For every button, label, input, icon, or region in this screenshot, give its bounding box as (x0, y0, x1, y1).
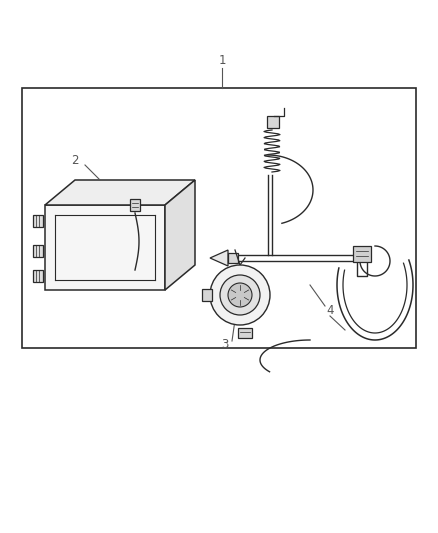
Bar (130, 199, 140, 211)
Text: 1: 1 (218, 53, 226, 67)
Bar (267, 116, 279, 128)
Bar (353, 246, 371, 262)
Bar (33, 215, 43, 227)
Bar (33, 270, 43, 282)
Text: 4: 4 (326, 303, 334, 317)
Polygon shape (210, 250, 228, 266)
Bar (238, 328, 252, 338)
Bar (33, 245, 43, 257)
Polygon shape (45, 180, 195, 205)
Circle shape (210, 265, 270, 325)
Polygon shape (165, 180, 195, 290)
Text: 3: 3 (221, 338, 229, 351)
Text: 2: 2 (71, 154, 79, 166)
Bar (228, 253, 238, 263)
Polygon shape (45, 205, 165, 290)
Bar (202, 289, 212, 301)
Bar (22, 88, 416, 348)
Circle shape (220, 275, 260, 315)
Circle shape (228, 283, 252, 307)
